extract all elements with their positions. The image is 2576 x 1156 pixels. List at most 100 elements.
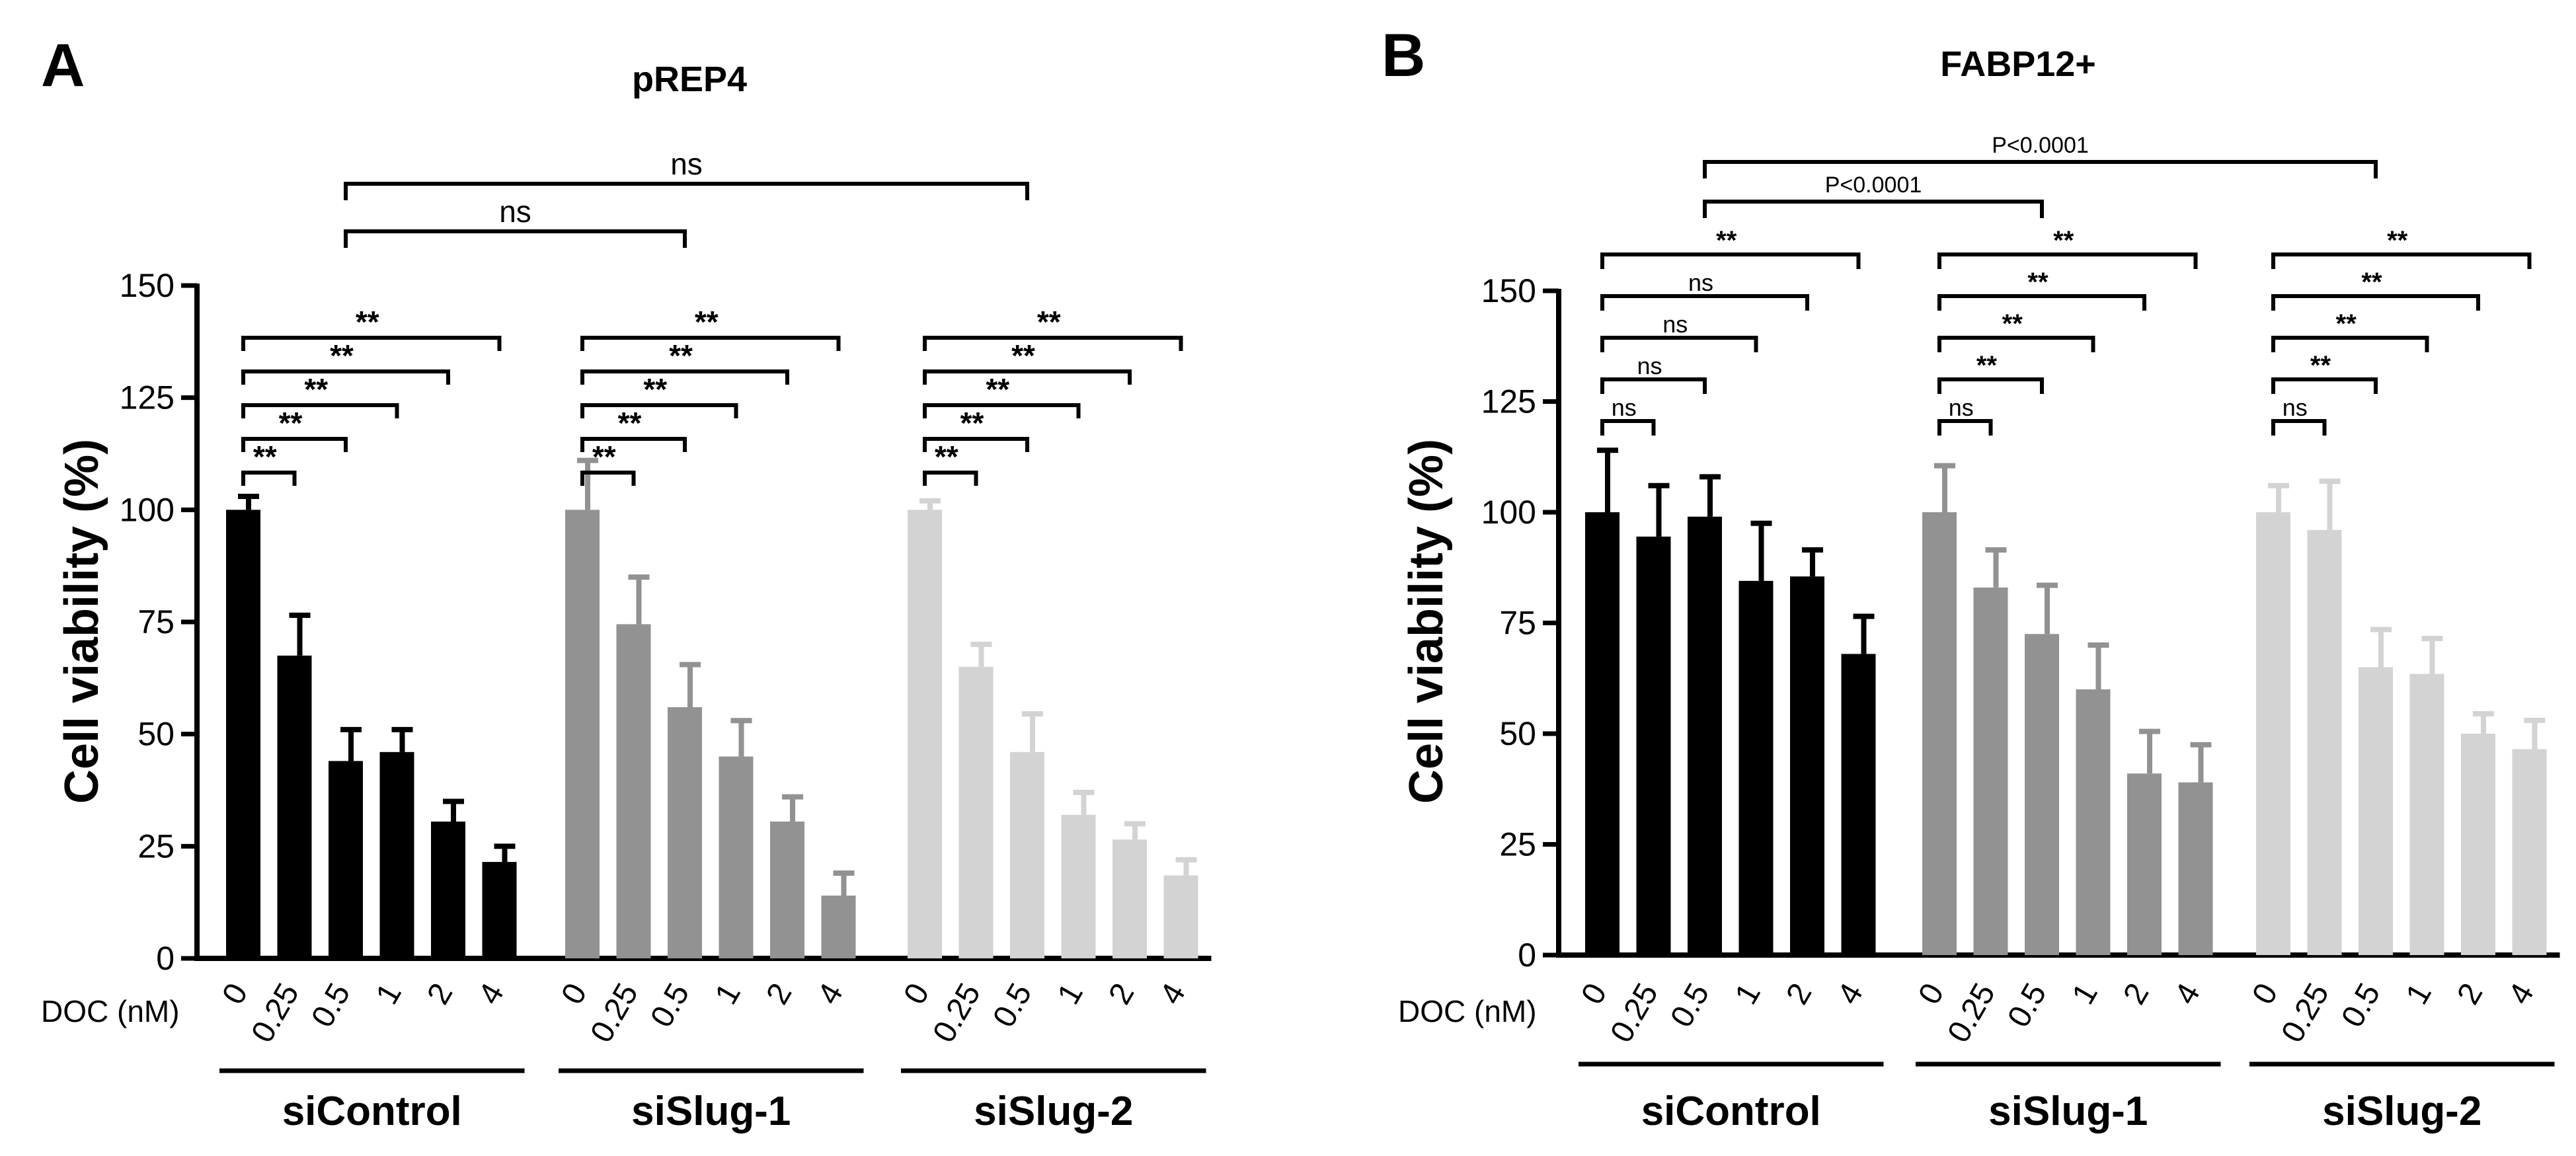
x-tick-label: 0.25 — [926, 978, 988, 1048]
bar — [2359, 667, 2393, 955]
significance-bracket — [580, 369, 789, 385]
x-tick-label: 0.25 — [245, 978, 306, 1048]
group-label: siSlug-2 — [2322, 1089, 2481, 1134]
x-tick-label: 0 — [897, 978, 936, 1011]
bar — [1010, 751, 1044, 958]
bar — [565, 510, 600, 958]
significance-bracket — [1937, 419, 1993, 436]
x-tick-label: 0.5 — [1664, 978, 1716, 1033]
significance-label: ** — [2387, 226, 2408, 255]
bar — [1841, 654, 1876, 955]
x-tick-label: 0.25 — [1604, 978, 1665, 1048]
x-tick-label: 1 — [2066, 978, 2105, 1011]
comparison-label: P<0.0001 — [1992, 133, 2089, 158]
bar — [1112, 839, 1147, 958]
x-tick-label: 4 — [2502, 978, 2541, 1011]
significance-bracket — [241, 336, 502, 351]
bar — [379, 751, 414, 958]
comparison-bracket — [1703, 160, 2378, 178]
significance-bracket — [580, 403, 738, 418]
significance-bracket — [1600, 294, 1809, 311]
x-tick-label: 0 — [1912, 978, 1951, 1011]
bar — [1636, 536, 1671, 955]
x-tick-label: 1 — [2400, 978, 2439, 1011]
significance-bracket — [923, 403, 1081, 418]
significance-label: ** — [986, 372, 1009, 406]
bar — [770, 822, 804, 958]
x-tick-label: 4 — [811, 978, 850, 1011]
significance-label: ** — [960, 406, 984, 440]
y-tick-label: 150 — [120, 267, 175, 304]
bar — [482, 862, 517, 958]
y-tick-label: 150 — [1481, 272, 1536, 309]
bar — [1585, 512, 1620, 955]
significance-label: ns — [1637, 352, 1662, 379]
significance-bracket — [923, 336, 1183, 351]
significance-label: ** — [618, 406, 642, 440]
bar — [2409, 674, 2444, 955]
x-tick-label: 0.25 — [1941, 978, 2002, 1048]
x-tick-label: 0.5 — [2335, 978, 2387, 1033]
bar — [668, 707, 702, 958]
significance-label: ** — [356, 305, 379, 339]
group-label: siControl — [282, 1089, 462, 1134]
significance-bracket — [1937, 252, 2198, 269]
significance-label: ** — [1011, 338, 1035, 373]
group-label: siSlug-1 — [1988, 1089, 2148, 1134]
x-tick-label: 0.5 — [305, 978, 357, 1033]
panel-label: B — [1382, 22, 1425, 89]
x-tick-label: 0.5 — [986, 978, 1038, 1033]
bar — [277, 655, 312, 958]
x-tick-label: 4 — [1153, 978, 1192, 1011]
significance-bracket — [1600, 377, 1707, 394]
significance-bracket — [2271, 336, 2429, 352]
significance-label: ** — [669, 338, 693, 373]
significance-bracket — [2271, 377, 2378, 394]
comparison-bracket — [344, 182, 1029, 200]
x-tick-label: 0 — [215, 978, 254, 1011]
x-tick-label: 0 — [1575, 978, 1614, 1011]
significance-bracket — [1937, 377, 2044, 394]
significance-label: ** — [2361, 268, 2382, 297]
comparison-label: P<0.0001 — [1825, 173, 1922, 198]
significance-bracket — [1600, 336, 1758, 352]
significance-bracket — [2271, 419, 2327, 436]
bar — [958, 666, 994, 958]
y-tick-label: 125 — [120, 379, 175, 416]
x-tick-label: 0.25 — [584, 978, 645, 1048]
significance-label: ** — [2002, 309, 2023, 338]
significance-bracket — [923, 437, 1029, 452]
significance-label: ns — [2283, 394, 2308, 421]
significance-label: ** — [1976, 351, 1998, 380]
x-tick-label: 0.5 — [644, 978, 696, 1033]
significance-label: ns — [1662, 311, 1688, 338]
bar — [719, 756, 754, 958]
bar — [1738, 580, 1774, 955]
significance-label: ** — [253, 440, 277, 474]
bar — [431, 822, 465, 958]
bar — [329, 761, 363, 958]
significance-bracket — [923, 369, 1132, 385]
bar — [1790, 576, 1824, 955]
bar — [616, 624, 651, 958]
group-label: siSlug-2 — [974, 1089, 1133, 1134]
significance-bracket — [580, 336, 841, 351]
y-tick-label: 25 — [137, 828, 175, 865]
bar — [1061, 814, 1096, 958]
significance-bracket — [580, 437, 687, 452]
comparison-label: ns — [499, 194, 531, 229]
significance-bracket — [2271, 294, 2480, 311]
significance-label: ** — [2336, 309, 2357, 338]
significance-label: ** — [935, 440, 958, 474]
bar — [2127, 773, 2162, 955]
x-tick-label: 4 — [472, 978, 511, 1011]
group-label: siSlug-1 — [631, 1089, 791, 1134]
bar — [1922, 512, 1957, 955]
